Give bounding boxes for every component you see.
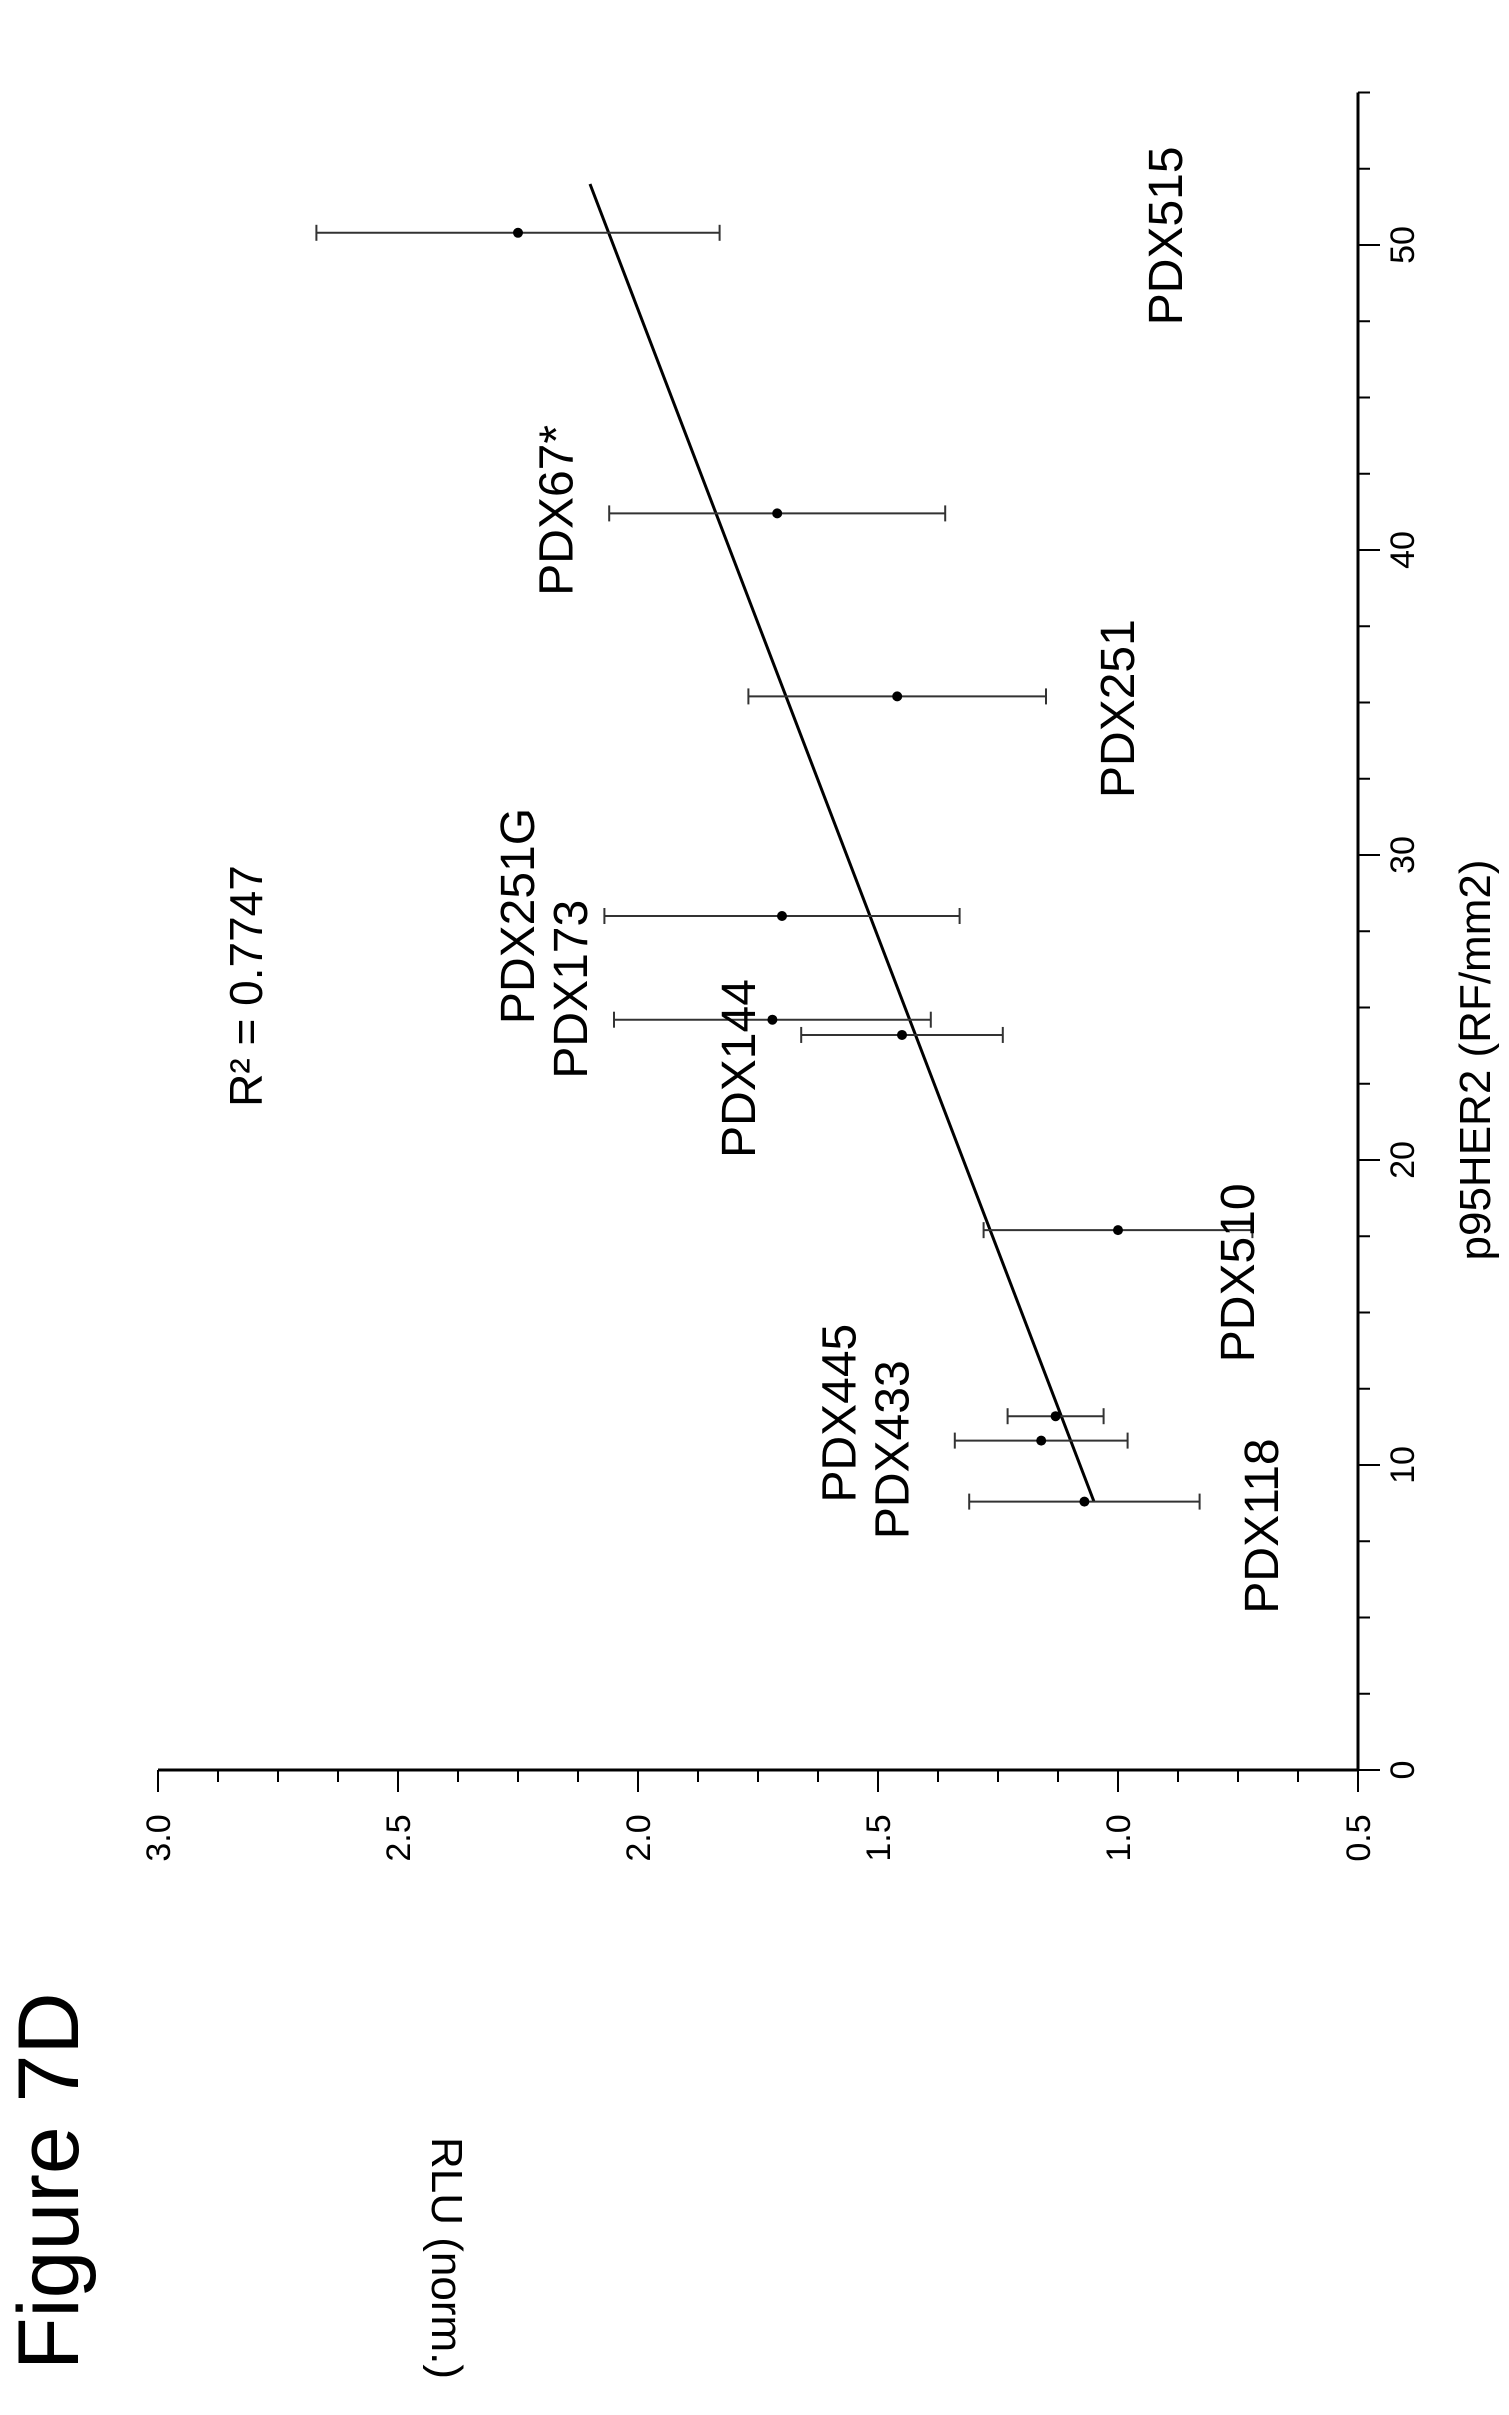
y-tick-label: 3.0: [140, 1814, 178, 1861]
data-point: [892, 691, 903, 702]
figure-title: Figure 7D: [1, 1992, 97, 2370]
y-tick-label: 1.5: [860, 1814, 898, 1861]
data-point: [767, 1014, 778, 1025]
point-label: PDX251G: [492, 808, 545, 1024]
data-point: [1079, 1496, 1090, 1507]
point-label: PDX433: [866, 1360, 919, 1539]
data-point: [777, 911, 787, 921]
x-axis-title: p95HER2 (RF/mm2): [1451, 860, 1500, 1261]
regression-line: [588, 183, 1096, 1503]
y-tick-label: 2.0: [620, 1814, 658, 1861]
data-point: [897, 1029, 907, 1040]
point-label: PDX515: [1140, 146, 1193, 325]
plot-area: 0 10 20 30 40 50 0.5 1.0 1.5 2.0 2.5 3.0 PDX118 PDX43…: [140, 91, 1422, 1862]
y-axis-title: RLU (norm.): [422, 2137, 471, 2379]
data-point: [1113, 1225, 1123, 1236]
y-tick-label: 1.0: [1100, 1814, 1138, 1861]
y-tick-label: 0.5: [1340, 1814, 1378, 1861]
x-tick-label: 10: [1384, 1446, 1422, 1484]
x-tick-label: 40: [1384, 531, 1422, 569]
x-tick-label: 0: [1384, 1761, 1422, 1780]
data-point: [772, 508, 783, 519]
point-label: PDX67*: [530, 425, 583, 596]
point-label: PDX173: [545, 900, 598, 1079]
point-label: PDX144: [713, 979, 766, 1158]
r-squared-annotation: R² = 0.7747: [220, 865, 272, 1107]
point-label: PDX510: [1212, 1183, 1265, 1362]
point-label: PDX251: [1092, 619, 1145, 798]
x-tick-label: 20: [1384, 1141, 1422, 1179]
data-point: [1036, 1435, 1047, 1446]
point-label: PDX118: [1236, 1438, 1289, 1613]
point-label: PDX445: [814, 1324, 867, 1503]
x-tick-label: 30: [1384, 836, 1422, 874]
y-tick-label: 2.5: [380, 1814, 418, 1861]
x-tick-label: 50: [1384, 226, 1422, 264]
data-point: [1050, 1411, 1061, 1422]
data-point: [513, 227, 523, 238]
